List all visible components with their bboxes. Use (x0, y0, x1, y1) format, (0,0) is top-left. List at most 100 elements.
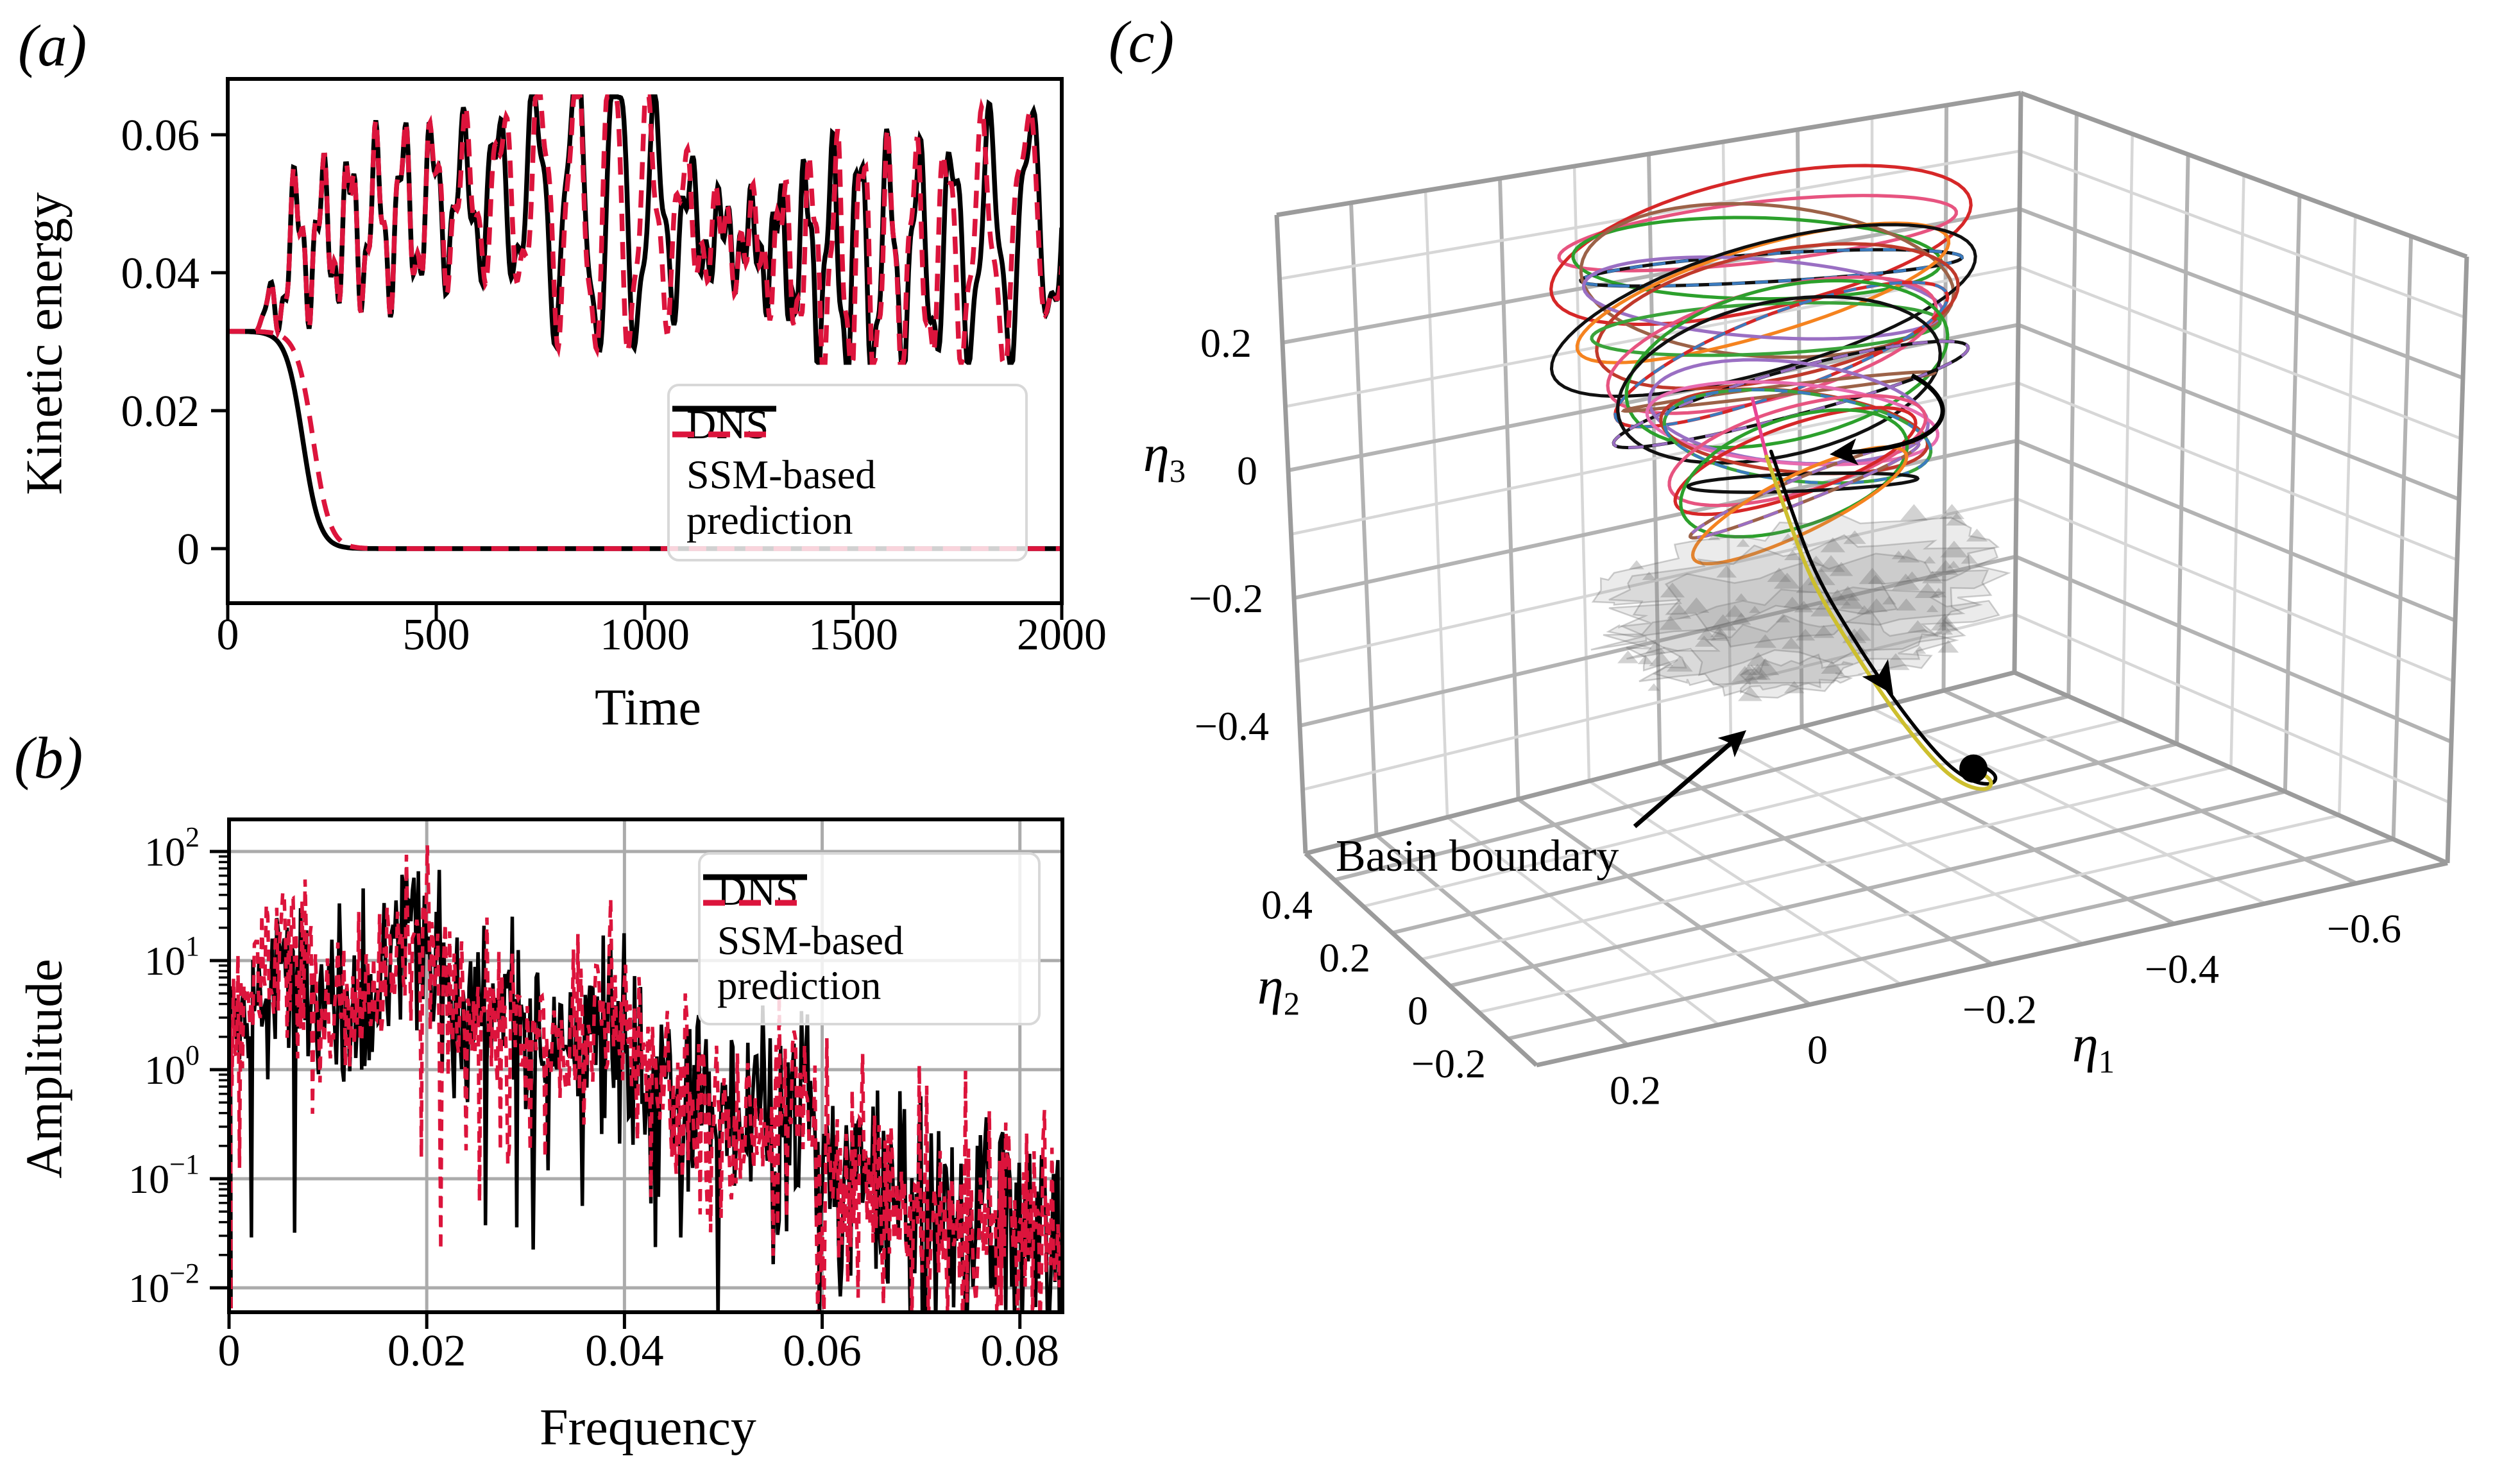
x-tick-label: 0.08 (980, 1326, 1059, 1376)
ssm-spectrum-curve (229, 845, 1062, 1312)
grid-3d (1392, 742, 2177, 935)
panel-b-axes-box (227, 817, 1064, 1314)
x-tick-label: 2000 (1017, 610, 1107, 660)
axes-box-edge-3d (2012, 92, 2023, 673)
dns-kinetic-energy-curve (228, 94, 1062, 365)
eta3-tick-label: −0.4 (1195, 703, 1269, 749)
legend-line-sample-ssm (703, 900, 807, 906)
eta1-tick-label: 0 (1807, 1027, 1828, 1073)
legend-label-ssm: SSM-based prediction (686, 451, 876, 543)
eta1-tick-label: −0.4 (2145, 946, 2219, 992)
panel-b-label: (b) (14, 725, 83, 791)
attractor-loop (1621, 370, 1937, 413)
attractor-loop (1624, 278, 1950, 450)
axis-label-eta1: η1 (2072, 1014, 2115, 1080)
y-tick-label: 10−1 (128, 1149, 200, 1202)
grid-3d (1299, 554, 2016, 728)
grid-3d (2017, 381, 2458, 561)
x-tick-label: 0.02 (387, 1326, 466, 1376)
axes-box-edge-3d (2445, 256, 2469, 864)
x-tick-label: 1500 (808, 610, 898, 660)
grid-3d (1302, 613, 2016, 791)
grid-3d (2020, 150, 2465, 319)
basin-annotation-arrowhead (1717, 730, 1746, 758)
eta2-tick-label: −0.2 (1411, 1041, 1486, 1086)
attractor-loop-dashed (1612, 339, 1970, 449)
axis-label-kinetic-energy: Kinetic energy (16, 192, 73, 495)
trajectory-arrowhead (1862, 659, 1893, 695)
axis-label-amplitude: Amplitude (16, 959, 73, 1179)
escape-trajectory-ssm (1764, 454, 1993, 791)
basin-annotation-arrow (1633, 733, 1742, 828)
eta1-tick-label: −0.2 (1962, 987, 2037, 1032)
eta1-tick-label: 0.2 (1610, 1068, 1661, 1113)
legend-panel-b: DNS SSM-based prediction (698, 852, 1041, 1025)
x-tick-label: 1000 (600, 610, 690, 660)
feeder-segment (1750, 396, 1769, 458)
dns-spectrum-curve (229, 868, 1062, 1312)
attractor-loop (1645, 380, 1940, 466)
eta2-tick-label: 0.2 (1319, 935, 1370, 980)
legend-line-sample-dns (672, 406, 776, 412)
x-tick-label: 0.04 (585, 1326, 664, 1376)
grid-3d (1297, 497, 2017, 663)
legend-entry-dns: DNS (672, 402, 1009, 448)
y-tick-label: 100 (144, 1040, 200, 1093)
axes-box-edge-3d (1304, 851, 1538, 1067)
grid-3d (2017, 323, 2460, 501)
x-tick-label: 0 (218, 1326, 241, 1376)
grid-3d (1288, 323, 2019, 472)
attractor-loop-dashed (1662, 388, 1932, 485)
attractor-loop (1590, 301, 1942, 357)
eta3-tick-label: 0.2 (1200, 320, 1252, 366)
panel-c-3d-plot: 0.20−0.2−0.40.40.20−0.20.20−0.2−0.4−0.6 (1189, 90, 2469, 1113)
axes-box-edge-3d (2020, 90, 2468, 259)
legend-line-sample-dns (703, 874, 807, 880)
axis-label-eta2: η2 (1257, 957, 1300, 1022)
grid-3d (1449, 789, 2286, 988)
attractor-loop-dashed (1582, 255, 1944, 341)
attractor-loop (1613, 280, 1950, 429)
axis-label-time: Time (594, 680, 701, 736)
grid-3d (2018, 207, 2464, 380)
eta3-tick-label: −0.2 (1189, 576, 1263, 621)
grid-3d (1334, 694, 2070, 882)
grid-3d (1478, 814, 2340, 1014)
y-tick-label: 0.06 (121, 111, 200, 160)
grid-3d (1420, 766, 2232, 961)
grid-3d (2014, 554, 2453, 744)
legend-entry-dns: DNS (703, 869, 1021, 914)
panel-b-plot: 0 0.02 0.04 0.06 0.08 102 101 100 10−1 10−2 (128, 817, 1064, 1376)
x-tick-label: 0 (217, 610, 239, 660)
axes-box-edge-3d (1276, 90, 2022, 218)
panel-c-label: (c) (1109, 9, 1175, 74)
eta3-tick-label: 0 (1237, 448, 1257, 493)
axis-label-eta3: η3 (1143, 424, 1186, 490)
y-tick-label: 0 (177, 525, 200, 574)
basin-boundary-surface (1590, 504, 2011, 701)
rotation-arrow-arc (1834, 373, 1945, 456)
attractor-loop (1595, 242, 1960, 391)
legend-panel-a: DNS SSM-based prediction (667, 384, 1028, 562)
x-tick-label: 0.06 (783, 1326, 862, 1376)
y-tick-label: 102 (144, 821, 200, 875)
legend-line-sample-ssm (672, 431, 776, 438)
grid-3d (2018, 265, 2462, 440)
grid-3d (2016, 497, 2454, 683)
axes-box-edge-3d (2013, 670, 2449, 866)
grid-3d (2016, 439, 2456, 622)
fixed-point-dot (1959, 754, 1988, 783)
axes-box-edge-3d (1536, 860, 2448, 1068)
panel-a-plot: 0 500 1000 1500 2000 0 0.02 0.04 0.06 (121, 77, 1107, 660)
attractor-loop (1579, 201, 1955, 359)
grid-3d (2014, 613, 2450, 804)
attractor-loop (1549, 223, 1977, 398)
eta2-tick-label: 0.4 (1261, 882, 1313, 927)
y-tick-label: 10−2 (128, 1258, 200, 1311)
ssm-decaying-curve (228, 329, 1062, 551)
panel-a-label: (a) (18, 13, 87, 78)
y-tick-label: 0.02 (121, 387, 200, 436)
y-tick-label: 101 (144, 930, 200, 984)
rotation-arrowhead (1830, 438, 1859, 465)
